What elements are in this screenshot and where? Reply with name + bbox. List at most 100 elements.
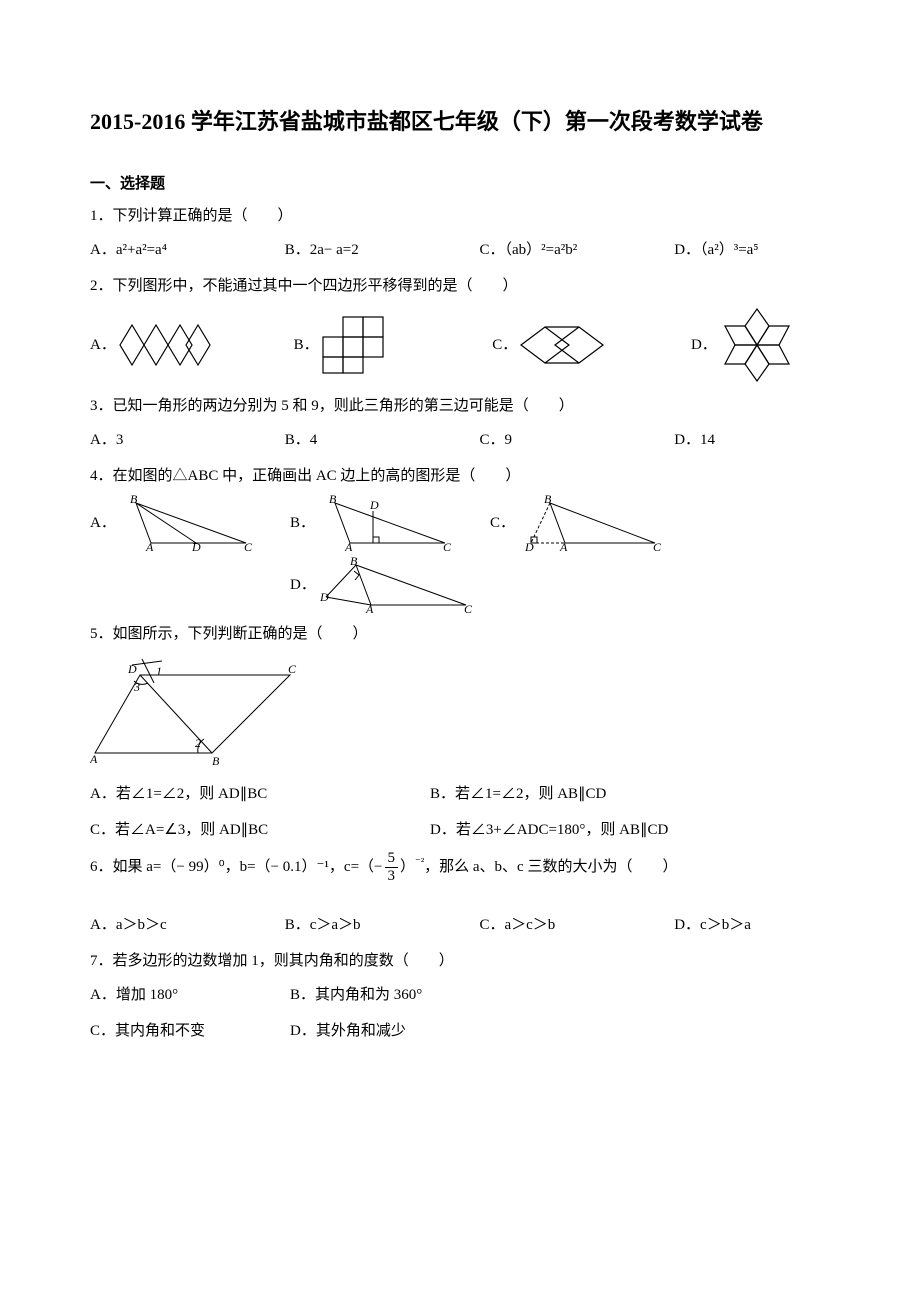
svg-text:B: B bbox=[544, 495, 552, 506]
q2-D-label: D． bbox=[691, 330, 717, 360]
q4-opt-C: C． B D A C bbox=[490, 495, 690, 551]
q6-stem: 6．如果 a=（− 99）⁰，b=（− 0.1）⁻¹，c=（−53）⁻²，那么 … bbox=[90, 851, 830, 884]
svg-text:A: A bbox=[365, 602, 374, 613]
q2-opt-B: B． bbox=[294, 313, 493, 377]
q2-opt-C: C． bbox=[492, 323, 691, 367]
q2-opt-A: A． bbox=[90, 319, 294, 371]
q1-opt-A: A．a²+a²=a⁴ bbox=[90, 235, 285, 265]
svg-text:C: C bbox=[288, 662, 297, 676]
svg-text:D: D bbox=[369, 498, 379, 512]
q7-opt-C: C．其内角和不变 bbox=[90, 1016, 290, 1046]
svg-text:C: C bbox=[464, 602, 473, 613]
q3-opt-B: B．4 bbox=[285, 425, 480, 455]
svg-text:A: A bbox=[559, 540, 568, 551]
question-1: 1．下列计算正确的是（ ） A．a²+a²=a⁴ B．2a− a=2 C．（ab… bbox=[90, 201, 830, 265]
q6-spacer bbox=[90, 888, 830, 910]
q4-opt-D: D． B D A C bbox=[290, 557, 476, 613]
q2-B-label: B． bbox=[294, 330, 319, 360]
q4-B-figure: B D A C bbox=[315, 495, 460, 551]
q7-opt-A: A．增加 180° bbox=[90, 980, 290, 1010]
svg-text:A: A bbox=[145, 540, 154, 551]
q2-D-figure bbox=[717, 305, 797, 385]
q5-opt-B: B．若∠1=∠2，则 AB∥CD bbox=[430, 779, 606, 809]
q3-opt-C: C．9 bbox=[479, 425, 674, 455]
svg-text:A: A bbox=[90, 752, 98, 766]
q1-options: A．a²+a²=a⁴ B．2a− a=2 C．（ab）²=a²b² D．（a²）… bbox=[90, 235, 830, 265]
q2-C-label: C． bbox=[492, 330, 517, 360]
q4-options-row2: D． B D A C bbox=[90, 557, 830, 613]
q6-frac-den: 3 bbox=[385, 868, 399, 884]
q2-options: A． B． bbox=[90, 305, 830, 385]
q6-fraction: 53 bbox=[385, 851, 399, 884]
q2-B-figure bbox=[319, 313, 391, 377]
q5-stem: 5．如图所示，下列判断正确的是（ ） bbox=[90, 619, 830, 649]
q5-figure-wrap: A B C D 1 3 2 bbox=[90, 653, 830, 779]
question-4: 4．在如图的△ABC 中，正确画出 AC 边上的高的图形是（ ） A． B A … bbox=[90, 461, 830, 613]
q4-options-row1: A． B A D C B． bbox=[90, 495, 830, 551]
q5-figure: A B C D 1 3 2 bbox=[90, 653, 300, 768]
svg-text:2: 2 bbox=[195, 736, 201, 750]
q7-stem: 7．若多边形的边数增加 1，则其内角和的度数（ ） bbox=[90, 946, 830, 976]
q7-options-row2: C．其内角和不变 D．其外角和减少 bbox=[90, 1016, 830, 1046]
question-5: 5．如图所示，下列判断正确的是（ ） A B C D 1 3 bbox=[90, 619, 830, 845]
q6-opt-B: B．c＞a＞b bbox=[285, 910, 480, 940]
q2-A-figure bbox=[116, 319, 212, 371]
q6-stem-pre: 6．如果 a=（− 99）⁰，b=（− 0.1）⁻¹，c= bbox=[90, 859, 359, 875]
page-title: 2015-2016 学年江苏省盐城市盐都区七年级（下）第一次段考数学试卷 bbox=[90, 100, 830, 144]
q7-opt-B: B．其内角和为 360° bbox=[290, 980, 422, 1010]
svg-text:A: A bbox=[344, 540, 353, 551]
svg-text:D: D bbox=[524, 540, 534, 551]
q4-opt-B: B． B D A C bbox=[290, 495, 490, 551]
q4-D-figure: B D A C bbox=[316, 557, 476, 613]
svg-text:1: 1 bbox=[156, 664, 162, 678]
q4-A-figure: B A D C bbox=[116, 495, 261, 551]
q7-opt-D: D．其外角和减少 bbox=[290, 1016, 406, 1046]
q3-opt-D: D．14 bbox=[674, 425, 830, 455]
q4-A-label: A． bbox=[90, 508, 116, 538]
question-2: 2．下列图形中，不能通过其中一个四边形平移得到的是（ ） A． B． bbox=[90, 271, 830, 385]
q5-options-row2: C．若∠A=∠3，则 AD∥BC D．若∠3+∠ADC=180°，则 AB∥CD bbox=[90, 815, 830, 845]
q2-C-figure bbox=[517, 323, 609, 367]
svg-text:B: B bbox=[350, 557, 358, 568]
q6-opt-D: D．c＞b＞a bbox=[674, 910, 830, 940]
q6-options: A．a＞b＞c B．c＞a＞b C．a＞c＞b D．c＞b＞a bbox=[90, 910, 830, 940]
q6-stem-post: ，那么 a、b、c 三数的大小为（ ） bbox=[424, 859, 677, 875]
q4-C-figure: B D A C bbox=[515, 495, 670, 551]
svg-text:B: B bbox=[329, 495, 337, 506]
q5-opt-D: D．若∠3+∠ADC=180°，则 AB∥CD bbox=[430, 815, 668, 845]
svg-text:D: D bbox=[127, 662, 137, 676]
q4-C-label: C． bbox=[490, 508, 515, 538]
q5-opt-A: A．若∠1=∠2，则 AD∥BC bbox=[90, 779, 430, 809]
q6-paren-close: ） bbox=[400, 859, 415, 875]
q2-stem: 2．下列图形中，不能通过其中一个四边形平移得到的是（ ） bbox=[90, 271, 830, 301]
q4-B-label: B． bbox=[290, 508, 315, 538]
svg-text:D: D bbox=[191, 540, 201, 551]
svg-text:3: 3 bbox=[133, 680, 140, 694]
q7-options-row1: A．增加 180° B．其内角和为 360° bbox=[90, 980, 830, 1010]
q3-opt-A: A．3 bbox=[90, 425, 285, 455]
q5-options-row1: A．若∠1=∠2，则 AD∥BC B．若∠1=∠2，则 AB∥CD bbox=[90, 779, 830, 809]
question-6: 6．如果 a=（− 99）⁰，b=（− 0.1）⁻¹，c=（−53）⁻²，那么 … bbox=[90, 851, 830, 940]
svg-text:B: B bbox=[130, 495, 138, 506]
q4-opt-A: A． B A D C bbox=[90, 495, 290, 551]
q2-opt-D: D． bbox=[691, 305, 830, 385]
q3-stem: 3．已知一角形的两边分别为 5 和 9，则此三角形的第三边可能是（ ） bbox=[90, 391, 830, 421]
q6-exp: ⁻² bbox=[415, 856, 424, 868]
q5-opt-C: C．若∠A=∠3，则 AD∥BC bbox=[90, 815, 430, 845]
q4-stem: 4．在如图的△ABC 中，正确画出 AC 边上的高的图形是（ ） bbox=[90, 461, 830, 491]
svg-text:B: B bbox=[212, 754, 220, 768]
svg-text:C: C bbox=[653, 540, 662, 551]
q1-stem: 1．下列计算正确的是（ ） bbox=[90, 201, 830, 231]
q3-options: A．3 B．4 C．9 D．14 bbox=[90, 425, 830, 455]
q1-opt-D: D．（a²）³=a⁵ bbox=[674, 235, 830, 265]
q2-A-label: A． bbox=[90, 330, 116, 360]
svg-text:C: C bbox=[244, 540, 253, 551]
svg-text:D: D bbox=[319, 590, 329, 604]
q1-opt-C: C．（ab）²=a²b² bbox=[479, 235, 674, 265]
q1-opt-B: B．2a− a=2 bbox=[285, 235, 480, 265]
q4-D-label: D． bbox=[290, 570, 316, 600]
q6-opt-A: A．a＞b＞c bbox=[90, 910, 285, 940]
svg-text:C: C bbox=[443, 540, 452, 551]
question-7: 7．若多边形的边数增加 1，则其内角和的度数（ ） A．增加 180° B．其内… bbox=[90, 946, 830, 1046]
q6-paren-open: （− bbox=[359, 859, 382, 875]
